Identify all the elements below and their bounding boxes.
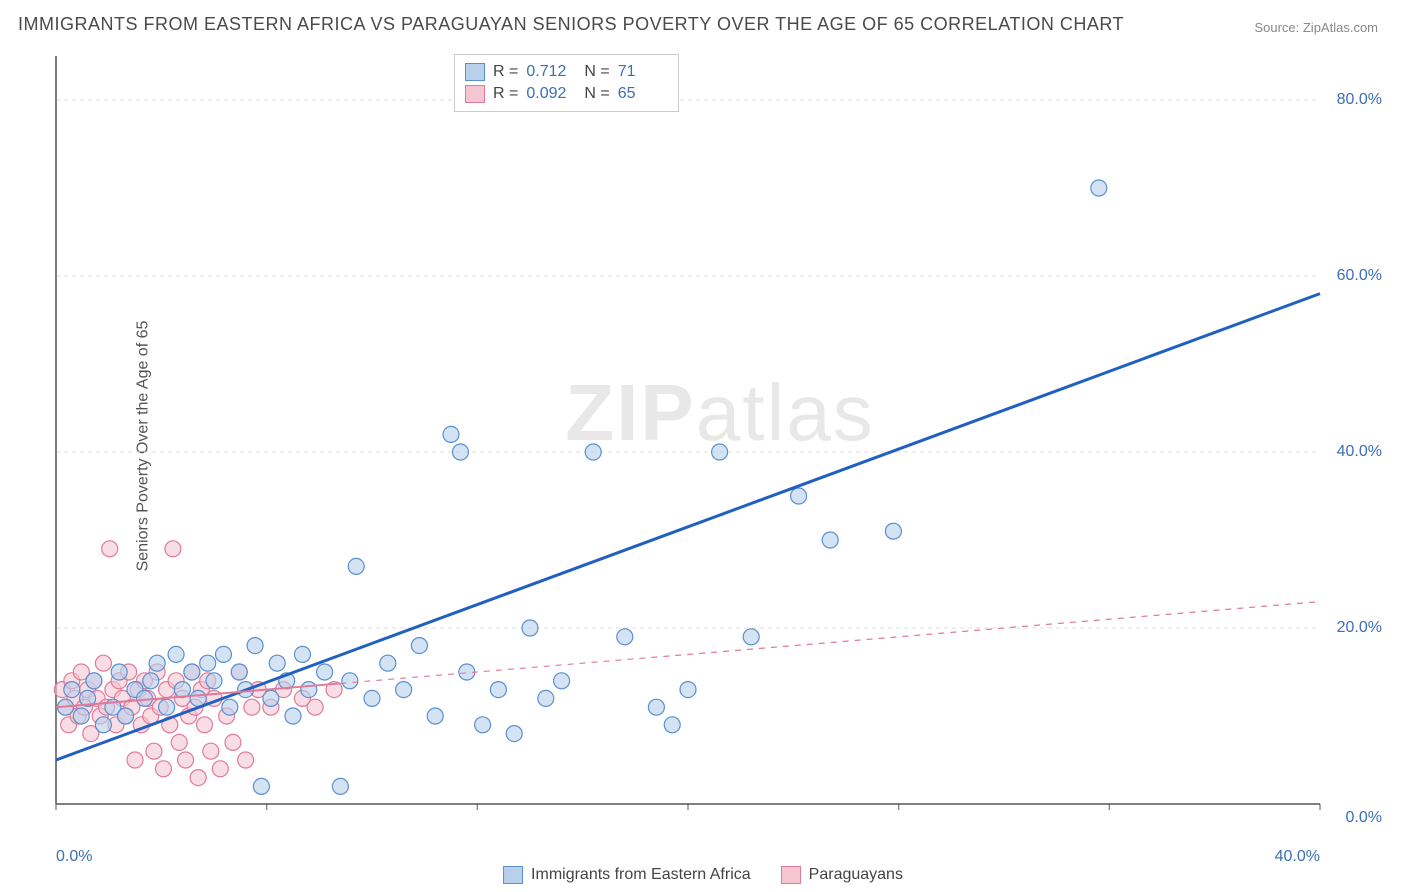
n-label: N =	[584, 63, 609, 81]
legend: Immigrants from Eastern Africa Paraguaya…	[503, 866, 903, 884]
stats-row-pink: R = 0.092 N = 65	[465, 83, 668, 105]
xtick-label: 40.0%	[1275, 848, 1320, 866]
r-value: 0.712	[526, 63, 576, 81]
plot-area: ZIPatlas R = 0.712 N = 71 R = 0.092 N = …	[50, 50, 1390, 840]
stats-row-blue: R = 0.712 N = 71	[465, 61, 668, 83]
legend-item-blue: Immigrants from Eastern Africa	[503, 866, 751, 884]
source-attribution: Source: ZipAtlas.com	[1254, 20, 1378, 35]
swatch-pink-icon	[781, 866, 801, 884]
ytick-label: 80.0%	[1337, 91, 1382, 109]
xtick-label: 0.0%	[56, 848, 92, 866]
n-value: 71	[618, 63, 668, 81]
chart-title: IMMIGRANTS FROM EASTERN AFRICA VS PARAGU…	[18, 14, 1124, 35]
stats-box: R = 0.712 N = 71 R = 0.092 N = 65	[454, 54, 679, 112]
swatch-pink-icon	[465, 85, 485, 103]
swatch-blue-icon	[503, 866, 523, 884]
r-value: 0.092	[526, 85, 576, 103]
n-value: 65	[618, 85, 668, 103]
swatch-blue-icon	[465, 63, 485, 81]
legend-item-pink: Paraguayans	[781, 866, 903, 884]
r-label: R =	[493, 63, 518, 81]
chart-svg	[50, 50, 1390, 840]
r-label: R =	[493, 85, 518, 103]
legend-label: Immigrants from Eastern Africa	[531, 866, 751, 884]
n-label: N =	[584, 85, 609, 103]
legend-label: Paraguayans	[809, 866, 903, 884]
ytick-label: 40.0%	[1337, 443, 1382, 461]
ytick-label: 0.0%	[1346, 809, 1382, 827]
ytick-label: 60.0%	[1337, 267, 1382, 285]
ytick-label: 20.0%	[1337, 619, 1382, 637]
